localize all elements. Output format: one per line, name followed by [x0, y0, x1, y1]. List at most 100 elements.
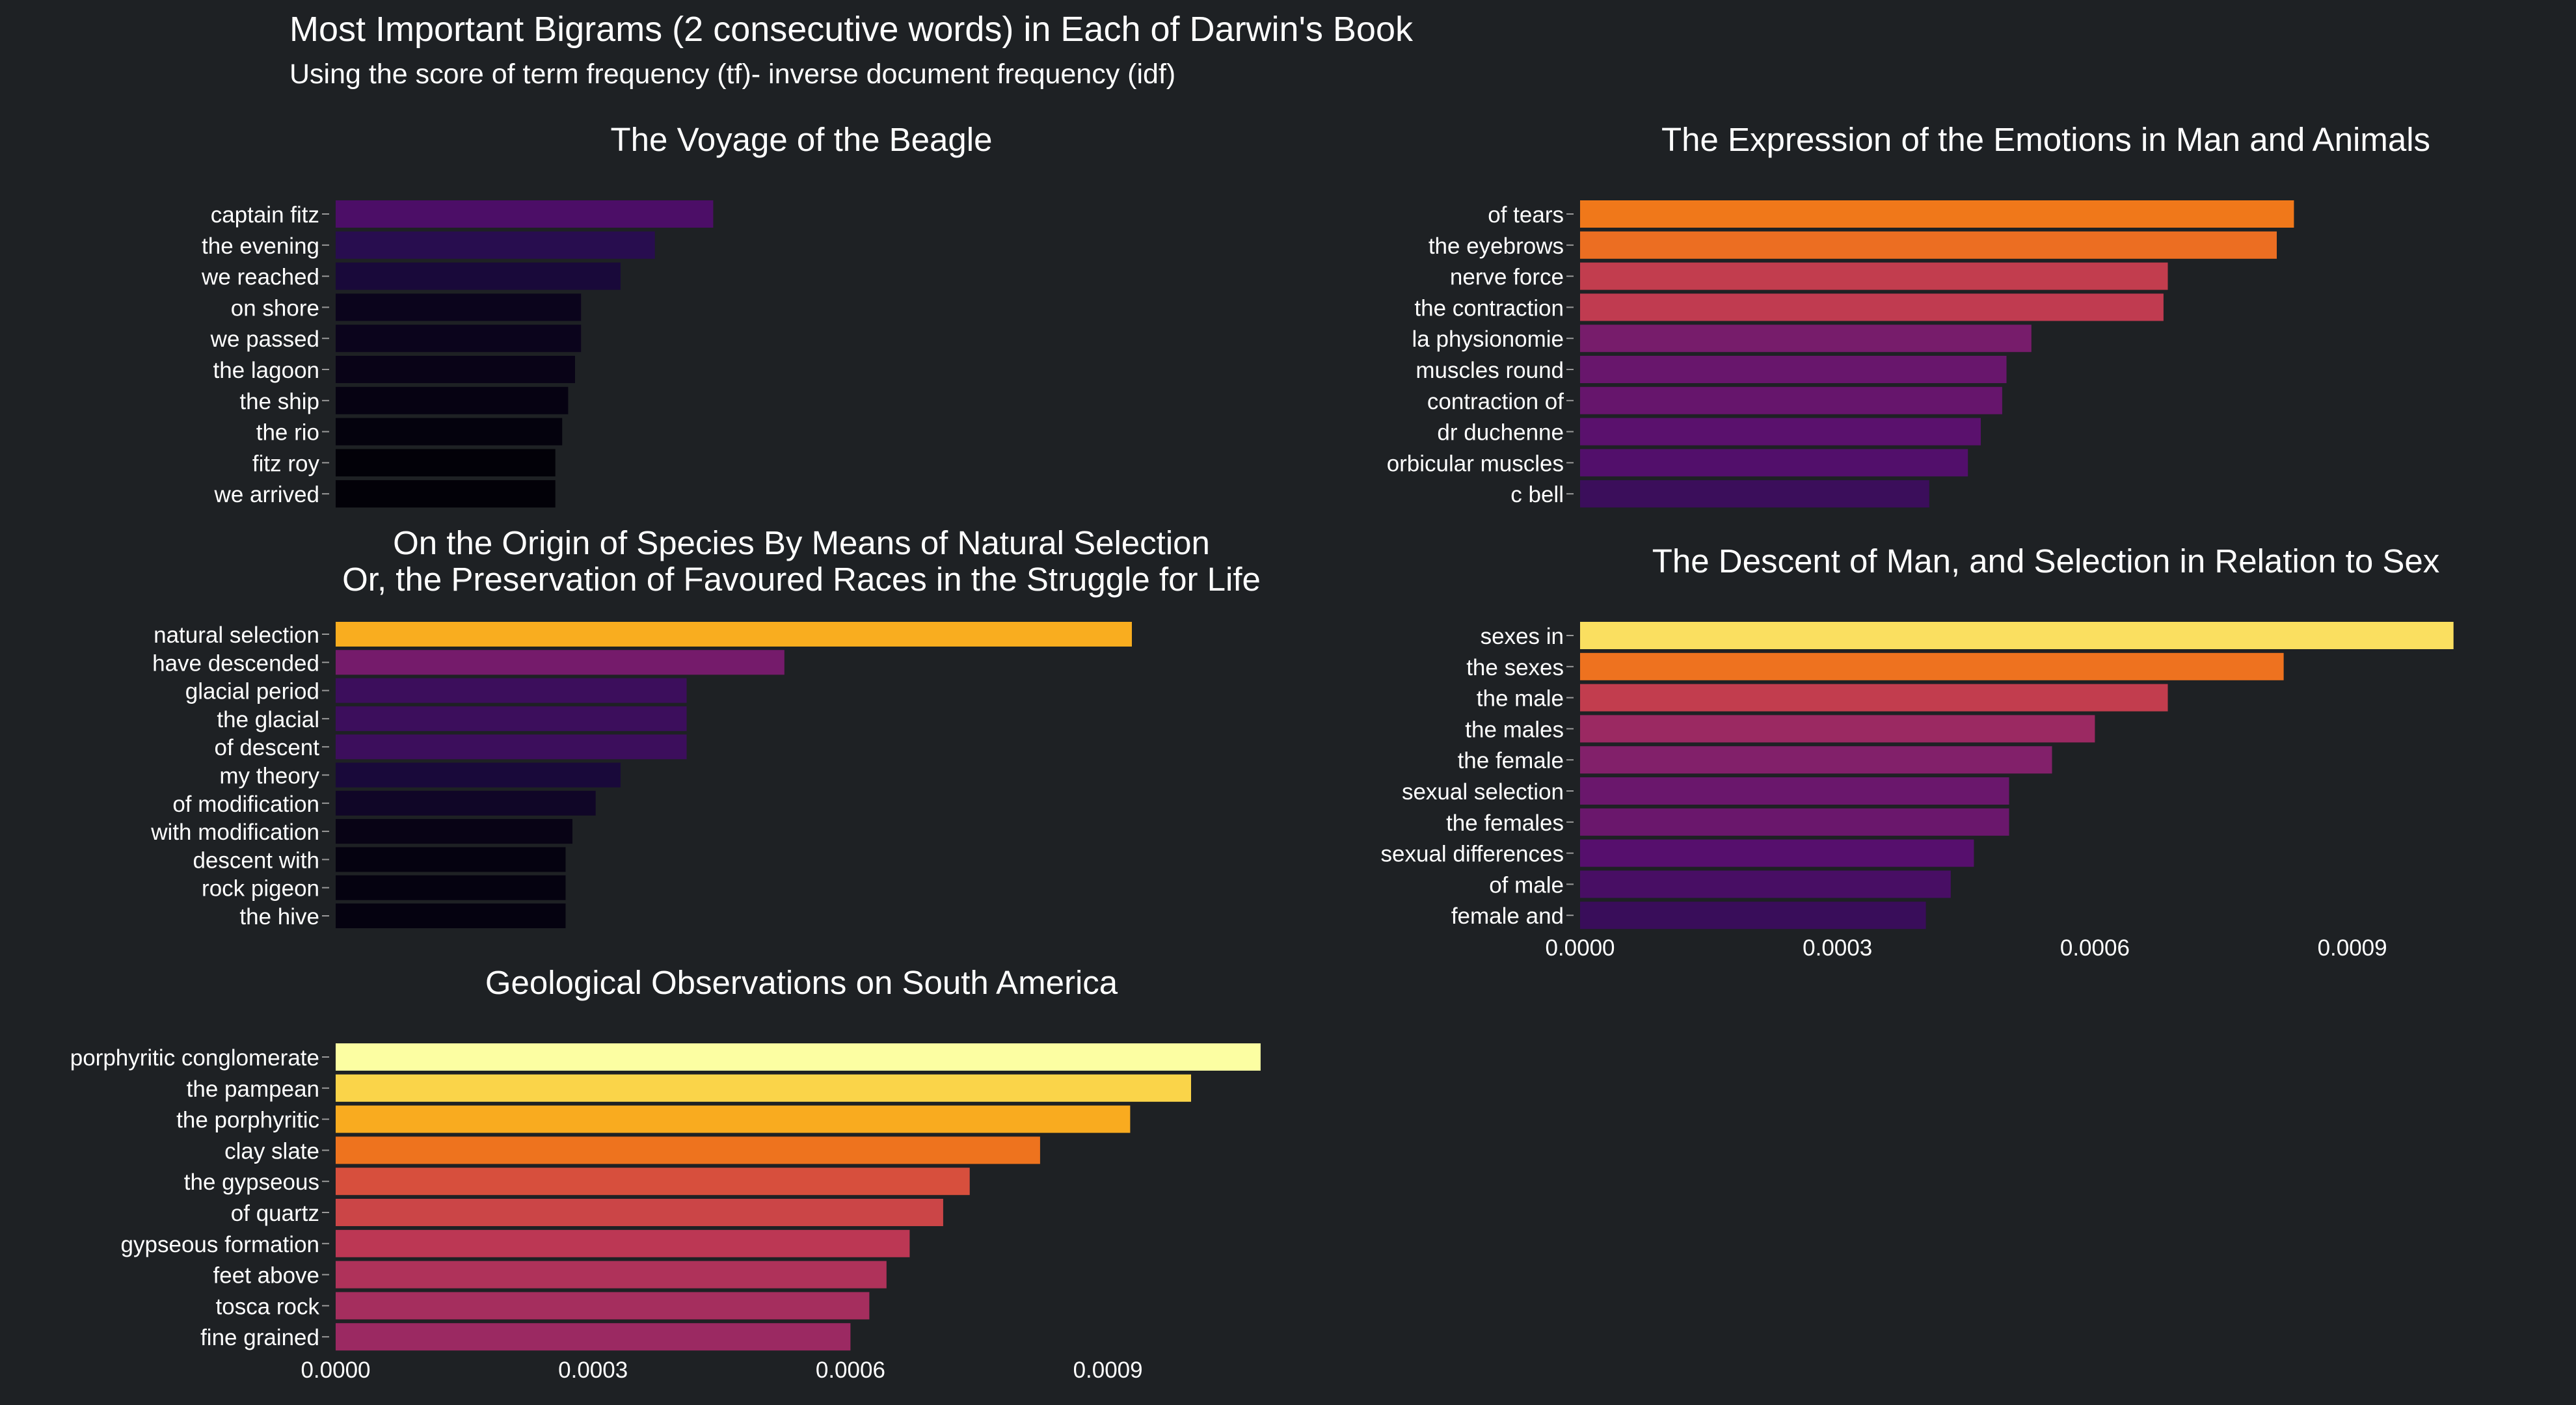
bar [336, 650, 785, 675]
category-label: sexual differences [1381, 842, 1564, 867]
category-label: muscles round [1415, 358, 1564, 383]
bar [1580, 684, 2168, 712]
bar [1580, 449, 1968, 477]
panel-title: The Voyage of the Beagle [611, 121, 993, 158]
category-label: the female [1458, 748, 1564, 773]
category-label: feet above [213, 1263, 319, 1289]
bar [1580, 652, 2284, 680]
category-label: the male [1477, 686, 1564, 712]
bar [336, 231, 655, 259]
bar [1580, 777, 2009, 805]
category-label: glacial period [185, 679, 319, 704]
category-label: the porphyritic [176, 1108, 319, 1133]
x-tick-label: 0.0003 [558, 1358, 628, 1383]
bar [336, 1105, 1131, 1133]
chart-panel-4: The Descent of Man, and Selection in Rel… [1381, 542, 2454, 961]
bar [1580, 715, 2095, 743]
bar [336, 762, 621, 788]
category-label: porphyritic conglomerate [70, 1045, 319, 1071]
bar [1580, 325, 2032, 353]
category-label: clay slate [224, 1138, 319, 1164]
category-label: the females [1446, 810, 1564, 836]
bar [1580, 200, 2294, 228]
category-label: la physionomie [1412, 327, 1564, 352]
x-tick-label: 0.0006 [816, 1358, 885, 1383]
category-label: of quartz [231, 1201, 319, 1226]
bar [336, 790, 596, 816]
bar [336, 1043, 1261, 1071]
x-tick-label: 0.0000 [301, 1358, 370, 1383]
bar [336, 1261, 887, 1289]
category-label: my theory [219, 764, 319, 789]
category-label: gypseous formation [121, 1232, 319, 1257]
bar [1580, 356, 2007, 383]
bar [336, 1292, 870, 1320]
bar [336, 875, 566, 900]
category-label: the rio [256, 420, 319, 446]
chart-panel-5: Geological Observations on South America… [70, 964, 1261, 1383]
bar [1580, 386, 2002, 414]
category-label: fitz roy [252, 451, 320, 476]
bar [336, 1199, 943, 1226]
bar [1580, 622, 2454, 649]
category-label: sexes in [1481, 624, 1564, 649]
category-label: natural selection [154, 622, 319, 648]
category-label: fine grained [200, 1325, 319, 1350]
category-label: the ship [239, 389, 319, 414]
bar [336, 1074, 1191, 1102]
category-label: the contraction [1414, 295, 1564, 321]
category-label: we passed [210, 327, 319, 352]
bar [336, 200, 714, 228]
category-label: the glacial [217, 707, 319, 732]
bar [336, 1136, 1040, 1164]
bar [336, 356, 575, 383]
bar [336, 1229, 910, 1257]
category-label: of modification [172, 792, 319, 817]
x-tick-label: 0.0009 [1073, 1358, 1143, 1383]
bar [336, 903, 566, 928]
category-label: sexual selection [1402, 779, 1564, 805]
bar [336, 325, 582, 353]
chart-panel-1: The Voyage of the Beagle captain fitz the … [201, 121, 993, 508]
category-label: dr duchenne [1437, 420, 1564, 446]
category-label: have descended [152, 650, 319, 676]
bar [336, 678, 687, 703]
bar [1580, 293, 2164, 321]
category-label: tosca rock [216, 1294, 320, 1319]
bar [336, 1168, 970, 1196]
bar [1580, 262, 2168, 290]
panel-title: The Expression of the Emotions in Man an… [1661, 121, 2430, 158]
bar [1580, 839, 1974, 867]
category-label: with modification [150, 820, 319, 845]
bar [336, 418, 563, 446]
panel-title: On the Origin of Species By Means of Nat… [393, 524, 1210, 561]
category-label: the sexes [1466, 655, 1564, 680]
x-tick-label: 0.0009 [2318, 935, 2387, 961]
bar [336, 262, 621, 290]
bar [336, 293, 582, 321]
bar [1580, 746, 2052, 774]
bar [336, 449, 556, 477]
category-label: orbicular muscles [1387, 451, 1564, 476]
category-label: the lagoon [213, 358, 319, 383]
category-label: on shore [231, 295, 319, 321]
category-label: we reached [201, 265, 319, 290]
bar [336, 480, 556, 508]
bar [336, 706, 687, 731]
bar [336, 1323, 851, 1351]
bar [336, 819, 572, 844]
bar [1580, 808, 2009, 836]
panel-title: Geological Observations on South America [485, 964, 1118, 1001]
category-label: the males [1465, 717, 1564, 742]
bar [336, 386, 569, 414]
category-label: of descent [215, 735, 320, 760]
category-label: nerve force [1450, 265, 1564, 290]
category-label: rock pigeon [202, 876, 319, 902]
panel-title: Or, the Preservation of Favoured Races i… [342, 561, 1261, 598]
page-title: Most Important Bigrams (2 consecutive wo… [289, 10, 1413, 49]
category-label: descent with [193, 848, 319, 873]
panel-title: The Descent of Man, and Selection in Rel… [1652, 542, 2440, 580]
bar [336, 622, 1132, 647]
